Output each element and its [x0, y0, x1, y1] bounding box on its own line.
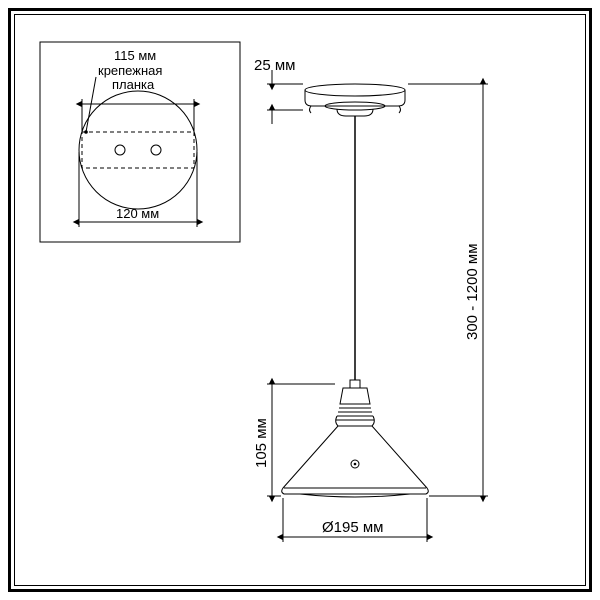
dim-canopy-height: 25 мм: [254, 57, 295, 74]
diagram-svg: 115 мм крепежная планка 120 мм: [20, 20, 580, 580]
annotation-line1: крепежная: [98, 63, 162, 78]
dim-circle-dia: 120 мм: [116, 206, 159, 221]
shade: [282, 426, 429, 497]
annotation-line2: планка: [112, 77, 155, 92]
dim-total-height: 300 - 1200 мм: [464, 243, 481, 340]
socket: [336, 380, 375, 426]
dim-slot-width: 115 мм: [114, 48, 156, 63]
detail-box: 115 мм крепежная планка 120 мм: [40, 42, 240, 242]
dim-shade-height: 105 мм: [253, 418, 270, 468]
diagram-content: 115 мм крепежная планка 120 мм: [20, 20, 580, 580]
dim-shade-dia: Ø195 мм: [322, 519, 384, 536]
canopy: [305, 84, 405, 116]
pendant-lamp: 25 мм 105 мм 300 - 1200 мм Ø195 мм: [253, 57, 488, 542]
